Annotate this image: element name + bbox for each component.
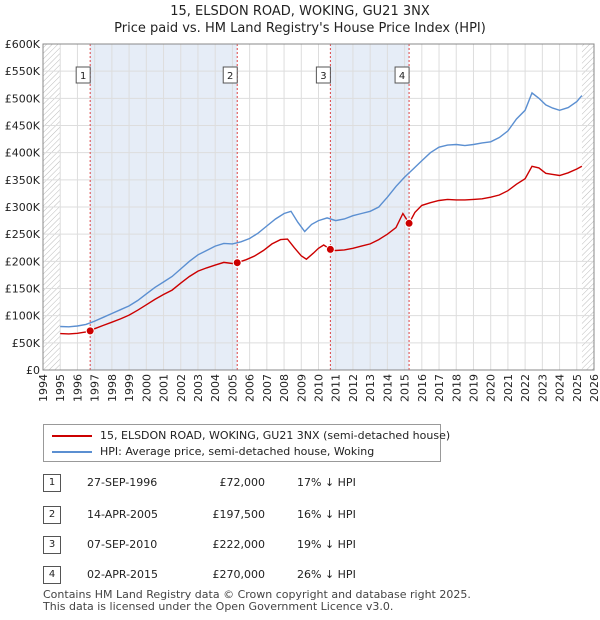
x-tick-label: 1996 xyxy=(71,374,84,402)
series-line-hpi xyxy=(60,91,583,328)
transaction-hpi-diff: 19% ↓ HPI xyxy=(297,538,356,551)
transaction-date: 14-APR-2005 xyxy=(87,508,159,521)
sale-label-number: 4 xyxy=(399,71,405,82)
y-tick-label: £0 xyxy=(26,364,40,377)
series-line-property xyxy=(60,165,583,335)
x-tick-label: 2017 xyxy=(433,374,446,402)
x-tick-label: 2007 xyxy=(261,374,274,402)
sale-label-box xyxy=(222,66,238,84)
x-tick-label: 2020 xyxy=(485,374,498,402)
y-tick-label: £300K xyxy=(5,201,41,214)
sale-label-box xyxy=(315,66,331,84)
chart-title: 15, ELSDON ROAD, WOKING, GU21 3NX Price … xyxy=(0,3,600,37)
x-tick-label: 1999 xyxy=(123,374,136,402)
transaction-price: £72,000 xyxy=(219,476,266,489)
transaction-hpi-diff: 26% ↓ HPI xyxy=(297,568,356,581)
x-tick-label: 1997 xyxy=(89,374,102,402)
legend-label-hpi: HPI: Average price, semi-detached house,… xyxy=(100,445,375,458)
x-tick-label: 2021 xyxy=(502,374,515,402)
y-tick-label: £250K xyxy=(5,228,41,241)
x-tick-label: 2003 xyxy=(192,374,205,402)
legend-label-property: 15, ELSDON ROAD, WOKING, GU21 3NX (semi-… xyxy=(100,429,451,442)
x-tick-label: 2013 xyxy=(364,374,377,402)
x-tick-label: 2015 xyxy=(399,374,412,402)
transaction-hpi-diff: 17% ↓ HPI xyxy=(297,476,356,489)
footer-attribution: Contains HM Land Registry data © Crown c… xyxy=(43,589,471,613)
x-tick-label: 1994 xyxy=(37,374,50,402)
x-tick-label: 2016 xyxy=(416,374,429,402)
transaction-price: £197,500 xyxy=(212,508,266,521)
transaction-price: £222,000 xyxy=(212,538,266,551)
x-tick-label: 2019 xyxy=(467,374,480,402)
chart-title-line1: 15, ELSDON ROAD, WOKING, GU21 3NX xyxy=(170,4,430,19)
footer-line-2: This data is licensed under the Open Gov… xyxy=(43,600,394,613)
transaction-hpi-diff: 16% ↓ HPI xyxy=(297,508,356,521)
x-tick-label: 2025 xyxy=(571,374,584,402)
x-tick-label: 2008 xyxy=(278,374,291,402)
x-tick-label: 2010 xyxy=(313,374,326,402)
y-tick-label: £500K xyxy=(5,92,41,105)
x-tick-label: 2006 xyxy=(244,374,257,402)
y-tick-label: £200K xyxy=(5,255,41,268)
transaction-date: 02-APR-2015 xyxy=(87,568,159,581)
y-tick-label: £350K xyxy=(5,174,41,187)
y-tick-label: £600K xyxy=(5,38,41,51)
x-tick-label: 2022 xyxy=(519,374,532,402)
sale-label-box xyxy=(75,66,91,84)
plot-frame xyxy=(42,43,595,371)
transaction-date: 27-SEP-1996 xyxy=(87,476,158,489)
transaction-marker-number: 3 xyxy=(43,536,61,554)
x-tick-label: 2002 xyxy=(175,374,188,402)
x-tick-label: 2004 xyxy=(209,374,222,402)
y-tick-label: £450K xyxy=(5,120,41,133)
x-tick-label: 2000 xyxy=(140,374,153,402)
x-tick-label: 2001 xyxy=(158,374,171,402)
x-tick-label: 1995 xyxy=(54,374,67,402)
x-tick-label: 2009 xyxy=(295,374,308,402)
sale-label-number: 2 xyxy=(227,71,233,82)
x-tick-label: 1998 xyxy=(106,374,119,402)
y-tick-label: £50K xyxy=(12,337,41,350)
x-tick-label: 2018 xyxy=(450,374,463,402)
transaction-marker-number: 1 xyxy=(43,474,61,492)
price-chart: 1 2 3 4 £0 £50K £100K £150K £200K £250K £300K £350K… xyxy=(5,38,600,402)
sale-point xyxy=(325,244,335,254)
sale-point xyxy=(232,258,242,268)
x-tick-label: 2011 xyxy=(330,374,343,402)
y-tick-label: £100K xyxy=(5,310,41,323)
x-tick-label: 2012 xyxy=(347,374,360,402)
transaction-date: 07-SEP-2010 xyxy=(87,538,158,551)
sale-label-number: 3 xyxy=(320,71,326,82)
sale-label-box xyxy=(394,66,410,84)
x-tick-label: 2024 xyxy=(554,374,567,402)
sale-label-number: 1 xyxy=(80,71,86,82)
x-tick-label: 2026 xyxy=(588,374,600,402)
sale-point xyxy=(85,326,95,336)
transaction-marker-number: 2 xyxy=(43,506,61,524)
x-tick-label: 2014 xyxy=(381,374,394,402)
transaction-marker-number: 4 xyxy=(43,566,61,584)
sale-point xyxy=(404,218,414,228)
legend-swatch-hpi xyxy=(52,451,92,453)
y-tick-label: £400K xyxy=(5,147,41,160)
y-tick-label: £550K xyxy=(5,65,41,78)
chart-title-line2: Price paid vs. HM Land Registry's House … xyxy=(114,21,486,36)
x-tick-label: 2023 xyxy=(536,374,549,402)
footer-line-1: Contains HM Land Registry data © Crown c… xyxy=(43,588,471,601)
transaction-price: £270,000 xyxy=(212,568,266,581)
x-tick-label: 2005 xyxy=(226,374,239,402)
legend-swatch-property xyxy=(52,435,92,437)
chart-legend: 15, ELSDON ROAD, WOKING, GU21 3NX (semi-… xyxy=(43,424,450,462)
y-tick-label: £150K xyxy=(5,283,41,296)
